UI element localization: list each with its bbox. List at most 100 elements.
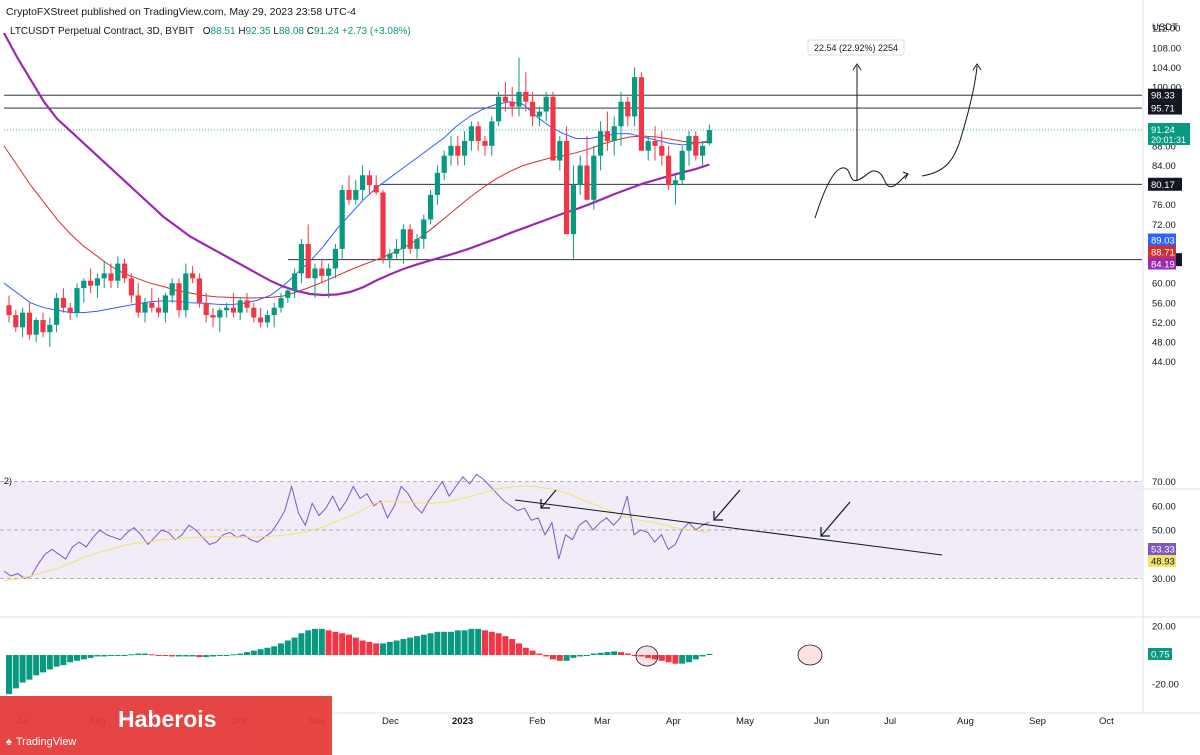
ohlc-values: O88.51 H92.35 L88.08 C91.24 +2.73 (+3.08… xyxy=(202,26,411,37)
momentum-bar xyxy=(312,628,318,655)
projection-path xyxy=(814,167,909,219)
momentum-bar xyxy=(67,655,74,663)
candle-body xyxy=(468,126,474,141)
candle-body xyxy=(659,145,665,156)
rsi-label-text: 48.93 xyxy=(1151,557,1175,568)
x-tick-label: Jun xyxy=(814,716,829,727)
candle-body xyxy=(428,194,434,220)
candle-body xyxy=(20,312,26,328)
candle-body xyxy=(176,283,182,311)
candle-body xyxy=(516,91,522,107)
last-price-box xyxy=(1148,122,1190,145)
momentum-bar xyxy=(502,636,509,655)
ma-label-box xyxy=(1148,245,1176,258)
momentum-bar xyxy=(624,653,631,655)
momentum-bar xyxy=(33,655,40,676)
momentum-bar xyxy=(652,655,658,660)
candle-body xyxy=(54,297,60,325)
candle-body xyxy=(509,101,515,107)
rsi-y-tick-label: 60.00 xyxy=(1152,501,1176,512)
momentum-bar xyxy=(305,630,312,655)
momentum-bar xyxy=(543,655,550,657)
momentum-bar xyxy=(366,641,373,655)
candle-body xyxy=(101,273,107,279)
momentum-bar xyxy=(155,655,162,656)
ma-price-label: 84.19 xyxy=(1148,257,1176,271)
candle-body xyxy=(60,297,66,308)
momentum-bar xyxy=(121,655,128,656)
candle-body xyxy=(577,165,583,186)
momentum-value-label: 0.75 xyxy=(1148,648,1172,661)
momentum-bar xyxy=(645,655,652,658)
candle-body xyxy=(550,96,556,161)
rsi-arrow xyxy=(713,489,741,521)
candle-body xyxy=(305,243,311,279)
momentum-bar xyxy=(672,655,679,664)
price-label-text: 80.17 xyxy=(1151,180,1175,191)
candle-body xyxy=(530,101,536,117)
candle-body xyxy=(210,315,216,318)
momentum-bar xyxy=(407,637,414,655)
momentum-y-tick-label: -20.00 xyxy=(1152,680,1179,691)
candle-body xyxy=(394,248,400,254)
candle-body xyxy=(387,253,393,259)
y-tick-label: 56.00 xyxy=(1152,298,1176,309)
price-label-box xyxy=(1148,177,1182,191)
momentum-bar xyxy=(658,655,665,661)
candle-body xyxy=(156,307,162,313)
rsi-label-text: 53.33 xyxy=(1151,545,1175,556)
y-tick-label: 112.00 xyxy=(1152,24,1180,35)
momentum-bar xyxy=(203,655,210,658)
momentum-bar xyxy=(271,646,278,655)
candle-body xyxy=(251,307,257,318)
price-label-box xyxy=(1148,101,1182,115)
x-tick-label: 2023 xyxy=(452,716,473,727)
momentum-bar xyxy=(325,630,332,655)
candle-body xyxy=(591,155,597,200)
momentum-bar xyxy=(257,649,264,655)
momentum-bar xyxy=(516,643,522,655)
momentum-bar xyxy=(495,633,502,655)
candle-body xyxy=(128,278,134,296)
momentum-bar xyxy=(692,655,699,660)
momentum-bar xyxy=(631,655,638,656)
published-caption: CryptoFXStreet published on TradingView.… xyxy=(6,6,356,18)
close-value: 91.24 xyxy=(314,26,340,37)
momentum-bar xyxy=(346,634,352,655)
momentum-bar xyxy=(468,628,475,655)
low-value: 88.08 xyxy=(278,26,304,37)
candle-body xyxy=(502,96,508,102)
candle-body xyxy=(122,263,128,279)
candle-body xyxy=(115,263,121,281)
candle-body xyxy=(475,126,481,141)
momentum-bar xyxy=(80,655,87,660)
momentum-bar xyxy=(278,643,284,655)
candle-body xyxy=(285,290,291,298)
momentum-bar xyxy=(216,655,223,656)
candle-body xyxy=(434,172,440,195)
tradingview-brand[interactable]: ♠ TradingView xyxy=(6,736,76,748)
momentum-bar xyxy=(53,655,60,667)
ma-label-text: 84.19 xyxy=(1151,260,1175,271)
momentum-bar xyxy=(509,639,516,655)
momentum-bar xyxy=(556,655,563,661)
change-value: +2.73 (+3.08%) xyxy=(341,26,411,37)
candle-body xyxy=(74,288,80,313)
momentum-bar xyxy=(597,652,604,655)
candle-body xyxy=(203,302,209,316)
momentum-label-box xyxy=(1148,648,1172,660)
candle-body xyxy=(414,239,420,249)
price-label-text: 98.33 xyxy=(1151,91,1175,102)
momentum-bar xyxy=(128,654,135,656)
candle-body xyxy=(162,295,168,313)
momentum-bar xyxy=(210,655,216,657)
candle-body xyxy=(543,96,549,112)
price-label-box xyxy=(1148,88,1182,102)
brand-label: TradingView xyxy=(15,736,77,748)
momentum-bar xyxy=(522,647,529,655)
candle-body xyxy=(645,140,651,151)
y-tick-label: 60.00 xyxy=(1152,279,1176,290)
candle-body xyxy=(230,307,236,313)
